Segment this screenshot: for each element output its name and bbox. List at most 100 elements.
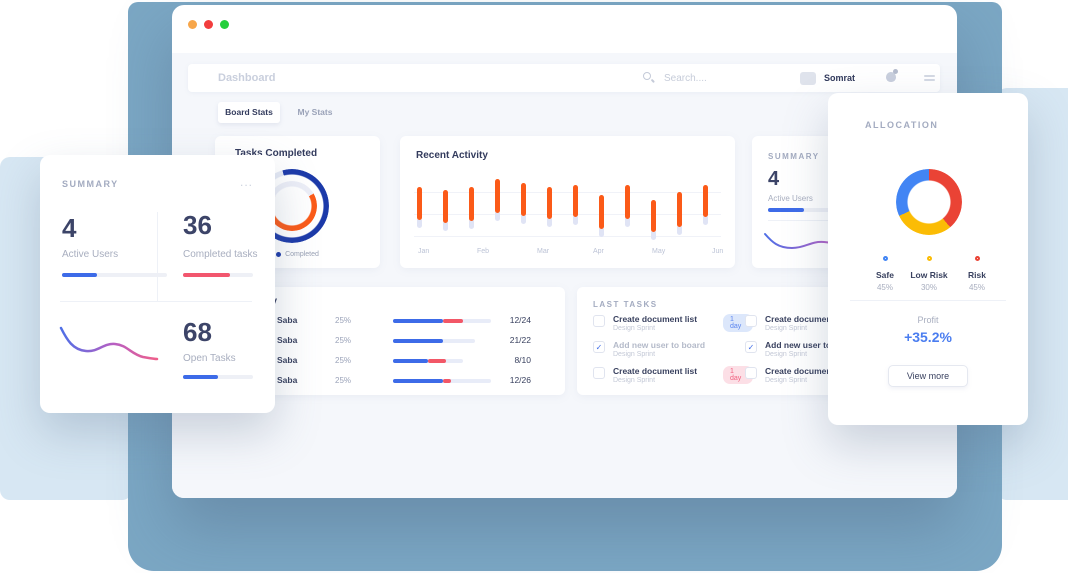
- active-users-progress-fill: [768, 208, 804, 212]
- divider: [157, 212, 158, 302]
- summary-completed-tasks-label: Completed tasks: [183, 249, 258, 260]
- profit-value: +35.2%: [904, 329, 952, 345]
- table-row: Saba 25% 12/24: [215, 313, 565, 329]
- activity-bar: [469, 187, 474, 221]
- window-expand-dot[interactable]: [220, 20, 229, 29]
- more-options-icon[interactable]: ...: [239, 175, 253, 189]
- bar-tail: [573, 215, 578, 225]
- bar-tail: [703, 215, 708, 225]
- summary-floating-card: SUMMARY ... 4 Active Users 36 Completed …: [40, 155, 275, 413]
- table-row: Saba 25% 8/10: [215, 353, 565, 369]
- row-date: 12/26: [509, 375, 531, 385]
- allocation-legend-item: Low Risk 30%: [904, 248, 954, 292]
- task-subtitle: Design Sprint: [613, 325, 656, 332]
- row-name: Saba: [277, 355, 298, 365]
- legend-label: Safe: [876, 270, 894, 280]
- bar-tail: [625, 217, 630, 227]
- x-axis-label: May: [652, 248, 666, 255]
- tab-my-stats[interactable]: My Stats: [297, 107, 333, 117]
- task-item: Create document list Design Sprint 1 day: [593, 366, 753, 388]
- task-subtitle: Design Sprint: [765, 377, 808, 384]
- x-axis-label: Apr: [593, 248, 604, 255]
- row-progress-blue: [393, 319, 443, 323]
- bar-tail: [417, 218, 422, 228]
- task-checkbox-checked[interactable]: ✓: [593, 341, 605, 353]
- view-more-button[interactable]: View more: [888, 365, 968, 387]
- completed-legend-label: Completed: [285, 251, 319, 258]
- x-axis-label: Jun: [712, 248, 724, 255]
- task-subtitle: Design Sprint: [765, 325, 808, 332]
- profit-label: Profit: [917, 315, 939, 325]
- legend-ring-icon: [882, 256, 888, 261]
- row-date: 21/22: [509, 335, 531, 345]
- progress-track: [183, 375, 253, 379]
- tasks-completed-title: Tasks Completed: [235, 148, 318, 159]
- progress-track: [183, 273, 253, 277]
- row-progress-red: [443, 319, 463, 323]
- completed-legend-dot: [276, 251, 282, 257]
- task-subtitle: Design Sprint: [613, 351, 656, 358]
- row-percent: 25%: [335, 316, 352, 325]
- tasks-completed-inner-donut: [267, 181, 317, 231]
- allocation-legend-item: Safe 45%: [860, 248, 910, 292]
- active-users-value: 4: [768, 168, 780, 190]
- legend-label: Risk: [968, 270, 986, 280]
- window-minimize-dot[interactable]: [188, 20, 197, 29]
- gridline: [414, 214, 721, 215]
- row-name: Saba: [277, 335, 298, 345]
- task-checkbox[interactable]: [745, 315, 757, 327]
- page-title: Dashboard: [218, 72, 276, 84]
- menu-icon[interactable]: [924, 75, 935, 81]
- row-name: Saba: [277, 315, 298, 325]
- row-progress-red: [443, 379, 451, 383]
- task-title: Add new user to board: [613, 340, 706, 350]
- bar-tail: [599, 227, 604, 237]
- bar-tail: [521, 214, 526, 224]
- divider: [850, 300, 1006, 301]
- notification-icon[interactable]: [886, 69, 898, 82]
- task-item: Create document list Design Sprint: [745, 314, 905, 336]
- task-checkbox[interactable]: [593, 315, 605, 327]
- window-content: [172, 53, 957, 498]
- tasks-completed-legend: Completed: [215, 251, 380, 258]
- bar-tail: [443, 221, 448, 231]
- task-subtitle: Design Sprint: [765, 351, 808, 358]
- allocation-card: ALLOCATION Safe 45% Low Risk 30% Risk 45% Pro…: [828, 93, 1028, 425]
- task-title: Create document list: [613, 314, 698, 324]
- summary-active-users-label: Active Users: [62, 249, 119, 260]
- task-title: Create document list: [765, 366, 850, 376]
- progress-track: [62, 273, 167, 277]
- gridline: [414, 236, 721, 237]
- summary-title: SUMMARY: [62, 179, 119, 189]
- legend-label: Low Risk: [910, 270, 948, 280]
- row-date: 12/24: [509, 315, 531, 325]
- tab-board-stats[interactable]: Board Stats: [218, 102, 280, 123]
- row-progress-blue: [393, 379, 443, 383]
- window-close-dot[interactable]: [204, 20, 213, 29]
- allocation-legend-item: Risk 45%: [952, 248, 1002, 292]
- activity-bar: [521, 183, 526, 216]
- bar-tail: [547, 217, 552, 227]
- summary-completed-tasks-value: 36: [183, 210, 212, 240]
- task-checkbox[interactable]: [745, 367, 757, 379]
- legend-percent: 45%: [876, 283, 893, 292]
- divider: [60, 301, 252, 302]
- activity-bar: [443, 190, 448, 223]
- activity-bar: [625, 185, 630, 219]
- row-progress-red: [428, 359, 446, 363]
- top-bar: Dashboard Somrat: [188, 64, 940, 92]
- task-checkbox[interactable]: [593, 367, 605, 379]
- activity-bar: [651, 200, 656, 232]
- task-checkbox-checked[interactable]: ✓: [745, 341, 757, 353]
- avatar[interactable]: [800, 72, 816, 85]
- mini-summary-title: SUMMARY: [768, 152, 820, 161]
- summary-open-tasks-value: 68: [183, 317, 212, 347]
- activity-bar: [495, 179, 500, 213]
- task-item: Create document list Design Sprint: [745, 366, 905, 388]
- task-subtitle: Design Sprint: [613, 377, 656, 384]
- activity-bar: [677, 192, 682, 227]
- search-input[interactable]: [664, 68, 784, 88]
- table-row: Saba 25% 12/26: [215, 373, 565, 389]
- legend-percent: 45%: [968, 283, 985, 292]
